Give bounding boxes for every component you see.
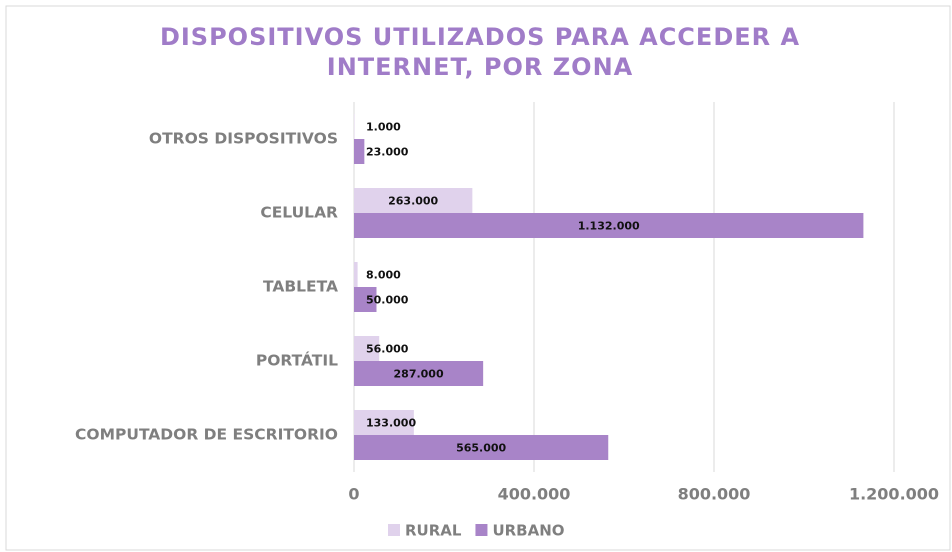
bar	[354, 435, 609, 460]
data-label: 50.000	[366, 294, 409, 307]
x-tick-label: 400.000	[498, 485, 571, 504]
data-label: 1.132.000	[578, 220, 640, 233]
x-tick-label: 1.200.000	[849, 485, 939, 504]
y-tick-label: PORTÁTIL	[256, 351, 338, 370]
chart-border	[5, 5, 951, 551]
legend-swatch	[475, 524, 488, 536]
data-label: 56.000	[366, 343, 409, 356]
bar	[354, 336, 380, 361]
y-tick-label: CELULAR	[260, 204, 338, 222]
legend-swatch	[388, 524, 400, 536]
x-tick-label: 0	[348, 485, 359, 504]
data-label: 565.000	[456, 442, 506, 455]
y-tick-label: OTROS DISPOSITIVOS	[149, 130, 338, 148]
data-label: 23.000	[366, 146, 409, 159]
data-label: 263.000	[388, 195, 438, 208]
data-label: 8.000	[366, 269, 401, 282]
bar	[354, 188, 473, 213]
y-tick-label: COMPUTADOR DE ESCRITORIO	[75, 426, 338, 444]
bar	[354, 410, 414, 435]
data-label: 1.000	[366, 121, 401, 134]
legend-label: URBANO	[492, 522, 564, 540]
bar	[354, 213, 864, 238]
bar	[354, 287, 377, 312]
legend-label: RURAL	[405, 522, 462, 540]
bar	[354, 361, 484, 386]
chart-title: DISPOSITIVOS UTILIZADOS PARA ACCEDER A I…	[159, 23, 801, 81]
bar	[354, 139, 365, 164]
data-label: 287.000	[394, 368, 444, 381]
data-label: 133.000	[366, 417, 416, 430]
bar	[354, 262, 358, 287]
x-tick-label: 800.000	[678, 485, 751, 504]
y-tick-label: TABLETA	[263, 278, 338, 296]
